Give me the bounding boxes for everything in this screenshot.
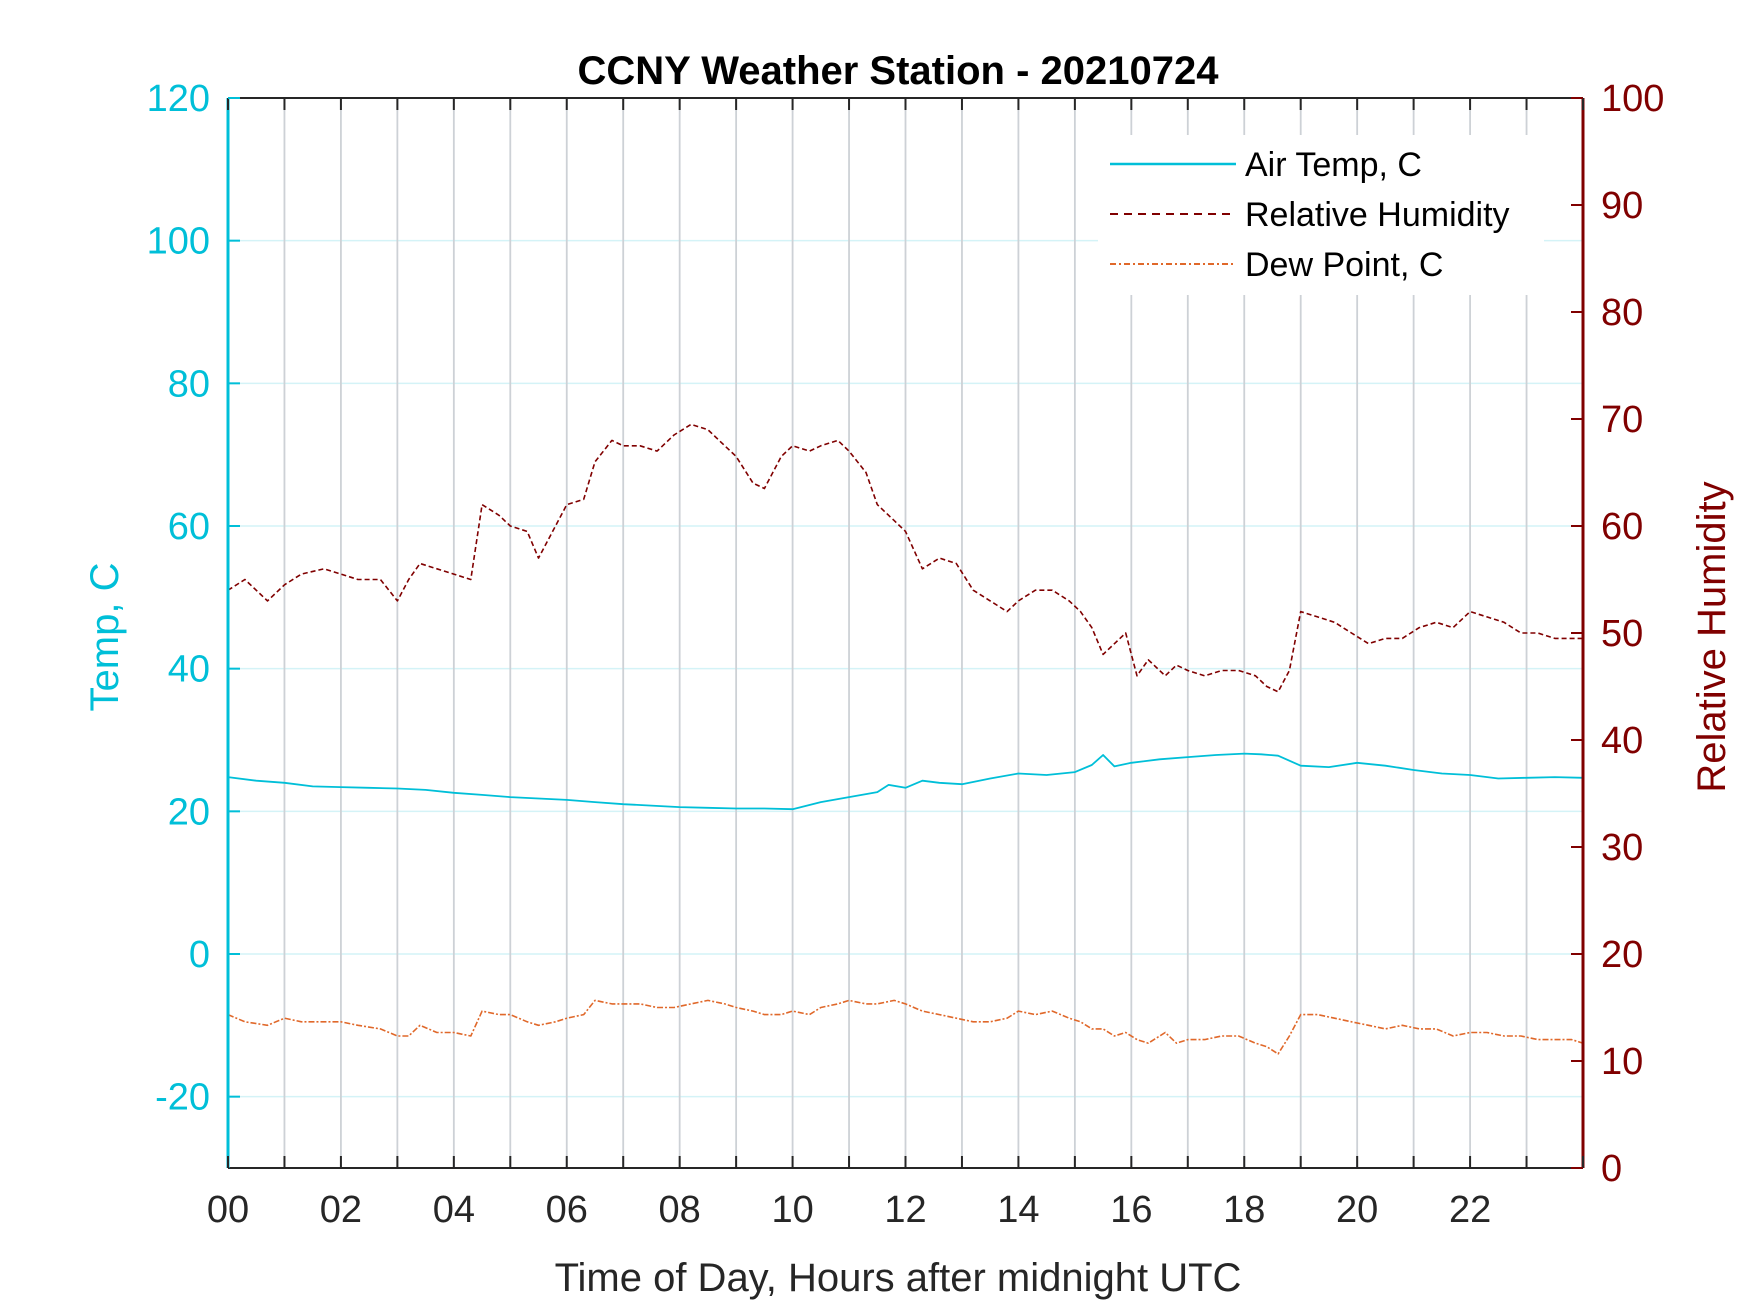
y-left-tick-label: 100 [147, 221, 210, 263]
x-tick-label: 08 [659, 1189, 701, 1231]
y-right-tick-label: 70 [1601, 399, 1643, 441]
series-line-dew-point-c [227, 999, 1584, 1055]
legend: Air Temp, C Relative Humidity Dew Point,… [1098, 135, 1544, 295]
series-layer [227, 423, 1584, 1055]
x-tick-label: 12 [884, 1189, 926, 1231]
x-tick-label: 02 [320, 1189, 362, 1231]
x-tick-label: 00 [207, 1189, 249, 1231]
y-right-tick-label: 90 [1601, 185, 1643, 227]
x-tick-label: 14 [997, 1189, 1039, 1231]
legend-label-dew-point: Dew Point, C [1245, 246, 1443, 284]
y-left-tick-label: 80 [168, 363, 210, 405]
y-right-tick-label: 10 [1601, 1041, 1643, 1083]
legend-label-air-temp: Air Temp, C [1245, 146, 1422, 184]
x-tick-label: 18 [1223, 1189, 1265, 1231]
x-tick-label: 10 [771, 1189, 813, 1231]
x-tick-label: 20 [1336, 1189, 1378, 1231]
ticks-layer: 00 02 04 06 08 10 12 14 16 18 20 22-200204060801001… [147, 78, 1665, 1231]
x-axis-label: Time of Day, Hours after midnight UTC [555, 1256, 1242, 1300]
y-axis-label-right: Relative Humidity [1690, 481, 1734, 792]
y-right-tick-label: 40 [1601, 720, 1643, 762]
y-axis-label-left: Temp, C [83, 563, 127, 712]
y-right-tick-label: 100 [1601, 78, 1664, 120]
y-right-tick-label: 50 [1601, 613, 1643, 655]
legend-label-relative-humidity: Relative Humidity [1245, 196, 1510, 234]
y-right-tick-label: 60 [1601, 506, 1643, 548]
x-tick-label: 22 [1449, 1189, 1491, 1231]
y-right-tick-label: 0 [1601, 1148, 1622, 1190]
y-right-tick-label: 80 [1601, 292, 1643, 334]
y-left-tick-label: 60 [168, 506, 210, 548]
x-tick-label: 16 [1110, 1189, 1152, 1231]
x-tick-label: 06 [546, 1189, 588, 1231]
chart-title: CCNY Weather Station - 20210724 [578, 49, 1220, 93]
y-left-tick-label: 20 [168, 791, 210, 833]
x-tick-label: 04 [433, 1189, 475, 1231]
series-line-air-temp-c [227, 752, 1584, 811]
y-left-tick-label: 120 [147, 78, 210, 120]
y-left-tick-label: 40 [168, 649, 210, 691]
series-line-relative-humidity [227, 423, 1583, 693]
plot-grid [228, 97, 1583, 1168]
y-left-tick-label: -20 [155, 1077, 210, 1119]
y-right-tick-label: 20 [1601, 934, 1643, 976]
y-right-tick-label: 30 [1601, 827, 1643, 869]
y-left-tick-label: 0 [189, 934, 210, 976]
